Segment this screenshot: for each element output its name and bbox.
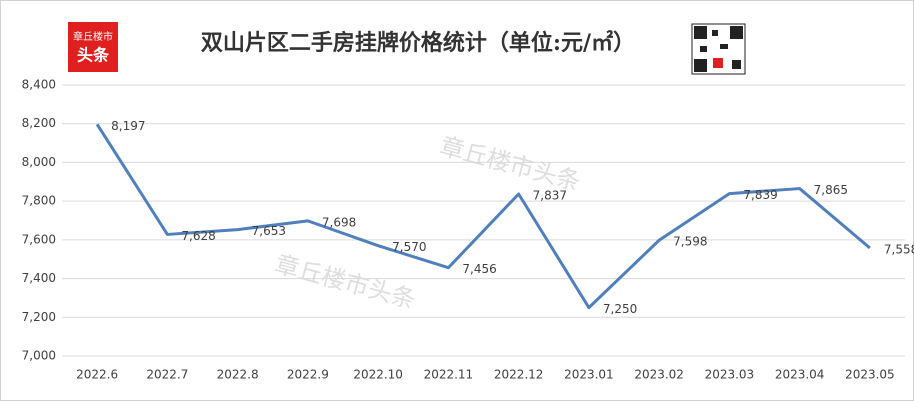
data-label: 7,839 [743,188,777,202]
data-label: 7,598 [673,235,707,249]
logo: 章丘楼市 头条 [68,22,118,72]
qr-block [700,46,707,52]
y-tick-label: 8,200 [22,116,56,130]
x-tick-label: 2023.04 [775,368,825,382]
x-tick-label: 2022.6 [76,368,118,382]
qr-block [730,26,743,39]
data-label: 7,456 [462,262,496,276]
y-tick-label: 7,800 [22,194,56,208]
qr-code [691,23,746,75]
logo-box [68,22,118,72]
y-tick-label: 7,000 [22,349,56,363]
data-label: 7,698 [322,215,356,229]
qr-block [712,30,718,36]
x-tick-label: 2022.7 [146,368,188,382]
qr-block [732,60,741,69]
logo-text: 头条 [77,46,110,65]
y-tick-label: 8,000 [22,155,56,169]
x-tick-label: 2023.01 [564,368,614,382]
data-label: 7,558 [884,242,914,256]
data-label: 7,570 [392,240,426,254]
logo-text: 章丘楼市 [73,30,113,43]
x-tick-label: 2022.12 [494,368,544,382]
x-tick-label: 2022.8 [217,368,259,382]
data-label: 7,865 [814,183,848,197]
x-tick-label: 2023.05 [845,368,895,382]
chart-title: 双山片区二手房挂牌价格统计（单位:元/㎡） [201,30,635,56]
x-tick-label: 2022.11 [424,368,474,382]
data-label: 7,837 [533,188,567,202]
x-tick-label: 2022.10 [353,368,403,382]
qr-block [720,44,728,49]
data-label: 7,250 [603,302,637,316]
y-tick-label: 7,400 [22,271,56,285]
qr-logo [713,58,723,68]
qr-block [694,59,707,72]
x-tick-label: 2023.03 [705,368,755,382]
y-tick-label: 8,400 [22,78,56,92]
data-label: 8,197 [111,119,145,133]
line [95,123,871,310]
y-tick-label: 7,200 [22,310,56,324]
data-label: 7,653 [252,224,286,238]
x-tick-label: 2022.9 [287,368,329,382]
qr-block [694,26,707,39]
data-label: 7,628 [181,229,215,243]
y-tick-label: 7,600 [22,232,56,246]
x-tick-label: 2023.02 [634,368,684,382]
